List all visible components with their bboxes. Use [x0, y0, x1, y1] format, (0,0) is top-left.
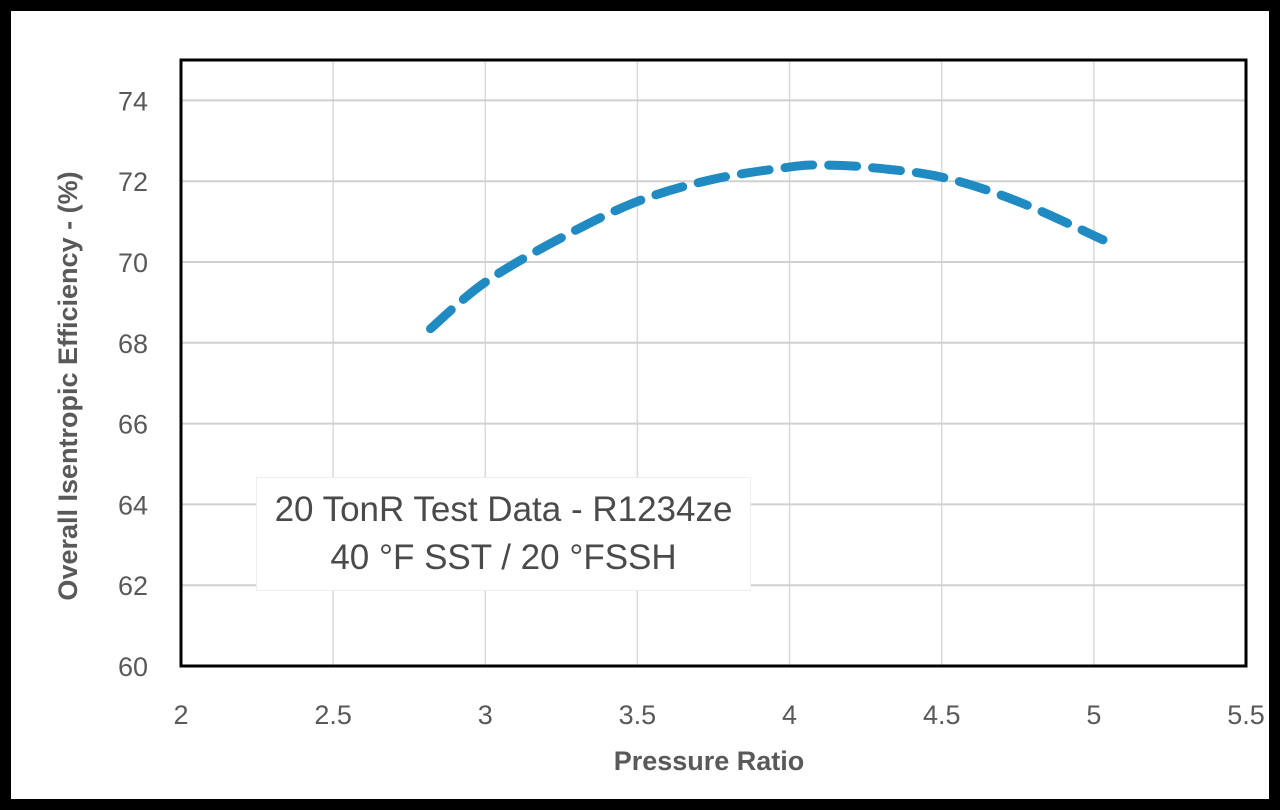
x-tick-label: 5.5 [1227, 700, 1265, 730]
y-tick-label: 68 [118, 329, 148, 359]
y-tick-label: 64 [118, 490, 148, 520]
series-line [426, 160, 1108, 334]
y-tick-label: 74 [118, 86, 148, 116]
annotation-line-2: 40 °F SST / 20 °FSSH [330, 538, 677, 577]
y-tick-label: 60 [118, 652, 148, 682]
y-tick-label: 66 [118, 410, 148, 440]
y-tick-label: 70 [118, 248, 148, 278]
annotation-line-1: 20 TonR Test Data - R1234ze [274, 490, 733, 529]
x-tick-label: 3.5 [619, 700, 657, 730]
plot-area-border [179, 58, 1248, 668]
line-chart: 2 2.5 3 3.5 4 4.5 5 5.5 60 62 64 66 68 70 72 74 Pressu… [53, 58, 1265, 776]
x-tick-label: 2 [173, 700, 188, 730]
y-tick-label: 62 [118, 571, 148, 601]
x-axis-label: Pressure Ratio [614, 746, 805, 776]
y-axis-label: Overall Isentropic Efficiency - (%) [53, 171, 83, 600]
y-tick-label: 72 [118, 167, 148, 197]
x-tick-label: 3 [478, 700, 493, 730]
x-tick-label: 5 [1086, 700, 1101, 730]
x-tick-label: 4.5 [923, 700, 961, 730]
y-tick-labels: 60 62 64 66 68 70 72 74 [118, 86, 148, 682]
x-tick-label: 4 [782, 700, 797, 730]
annotation-box: 20 TonR Test Data - R1234ze 40 °F SST / … [256, 477, 751, 591]
x-tick-labels: 2 2.5 3 3.5 4 4.5 5 5.5 [173, 700, 1264, 730]
x-tick-label: 2.5 [314, 700, 352, 730]
